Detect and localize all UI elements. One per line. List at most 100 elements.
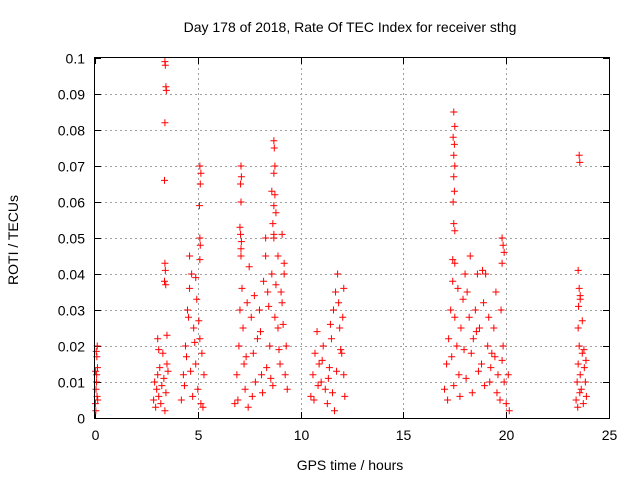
data-point bbox=[198, 349, 206, 357]
data-point bbox=[177, 396, 185, 404]
data-point bbox=[262, 234, 270, 242]
x-tick-label: 15 bbox=[396, 427, 412, 443]
data-point bbox=[278, 299, 286, 307]
data-point bbox=[159, 349, 167, 357]
data-point bbox=[164, 367, 172, 375]
data-point bbox=[466, 252, 474, 260]
data-point bbox=[450, 187, 458, 195]
data-point bbox=[163, 360, 171, 368]
data-point bbox=[162, 281, 170, 289]
data-point bbox=[474, 367, 482, 375]
data-point bbox=[575, 284, 583, 292]
data-point bbox=[576, 292, 584, 300]
data-point bbox=[186, 284, 194, 292]
data-point bbox=[329, 306, 337, 314]
data-point bbox=[478, 360, 486, 368]
data-point bbox=[270, 202, 278, 210]
data-point bbox=[324, 374, 332, 382]
data-point bbox=[449, 198, 457, 206]
data-point bbox=[259, 389, 267, 397]
data-point bbox=[497, 306, 505, 314]
data-point bbox=[574, 324, 582, 332]
data-point bbox=[576, 371, 584, 379]
data-point bbox=[237, 245, 245, 253]
data-point bbox=[341, 392, 349, 400]
data-point bbox=[575, 342, 583, 350]
data-point bbox=[444, 396, 452, 404]
data-point bbox=[473, 270, 481, 278]
data-point bbox=[462, 374, 470, 382]
data-point bbox=[269, 220, 277, 228]
y-tick-label: 0.1 bbox=[66, 51, 86, 67]
data-point bbox=[270, 230, 278, 238]
data-point bbox=[323, 400, 331, 408]
data-point bbox=[231, 400, 239, 408]
data-point bbox=[463, 288, 471, 296]
data-point bbox=[283, 385, 291, 393]
y-tick-label: 0.02 bbox=[58, 339, 85, 355]
data-point bbox=[192, 360, 200, 368]
data-point bbox=[160, 277, 168, 285]
data-point bbox=[155, 392, 163, 400]
data-point bbox=[241, 385, 249, 393]
data-point bbox=[460, 346, 468, 354]
data-point bbox=[92, 385, 100, 393]
data-point bbox=[334, 270, 342, 278]
data-point bbox=[472, 328, 480, 336]
data-point bbox=[196, 256, 204, 264]
data-point bbox=[193, 295, 201, 303]
data-point bbox=[318, 356, 326, 364]
data-point bbox=[485, 313, 493, 321]
data-point bbox=[450, 382, 458, 390]
data-point bbox=[450, 108, 458, 116]
data-point bbox=[195, 202, 203, 210]
data-point bbox=[574, 360, 582, 368]
data-point bbox=[237, 198, 245, 206]
data-point bbox=[450, 173, 458, 181]
data-point bbox=[184, 306, 192, 314]
x-tick-label: 5 bbox=[195, 427, 203, 443]
data-point bbox=[271, 191, 279, 199]
data-point bbox=[276, 360, 284, 368]
data-point bbox=[499, 342, 507, 350]
data-point bbox=[196, 335, 204, 343]
data-point bbox=[162, 86, 170, 94]
data-point bbox=[181, 342, 189, 350]
data-point bbox=[328, 389, 336, 397]
data-point bbox=[179, 371, 187, 379]
data-point bbox=[479, 266, 487, 274]
data-point bbox=[161, 259, 169, 267]
data-point bbox=[450, 140, 458, 148]
data-point bbox=[271, 162, 279, 170]
data-point bbox=[186, 252, 194, 260]
data-point bbox=[332, 288, 340, 296]
data-point bbox=[453, 342, 461, 350]
data-point bbox=[150, 396, 158, 404]
data-point bbox=[327, 335, 335, 343]
data-point bbox=[250, 292, 258, 300]
data-point bbox=[272, 209, 280, 217]
data-point bbox=[450, 220, 458, 228]
data-point bbox=[161, 407, 169, 415]
data-point bbox=[187, 367, 195, 375]
data-point bbox=[270, 144, 278, 152]
data-point bbox=[461, 270, 469, 278]
data-point bbox=[194, 385, 202, 393]
data-point bbox=[325, 364, 333, 372]
data-point bbox=[475, 324, 483, 332]
data-point bbox=[490, 324, 498, 332]
data-point bbox=[481, 382, 489, 390]
data-point bbox=[160, 176, 168, 184]
data-point bbox=[496, 396, 504, 404]
data-point bbox=[580, 346, 588, 354]
data-point bbox=[235, 342, 243, 350]
data-point bbox=[493, 389, 501, 397]
data-point bbox=[487, 364, 495, 372]
data-point bbox=[498, 259, 506, 267]
data-point bbox=[313, 328, 321, 336]
data-point bbox=[180, 382, 188, 390]
data-point bbox=[269, 382, 277, 390]
y-tick-labels: 0 0.01 0.02 0.03 0.04 0.05 0.06 0.07 0.08 0.09 0.1 bbox=[58, 51, 85, 427]
data-point bbox=[244, 403, 252, 411]
